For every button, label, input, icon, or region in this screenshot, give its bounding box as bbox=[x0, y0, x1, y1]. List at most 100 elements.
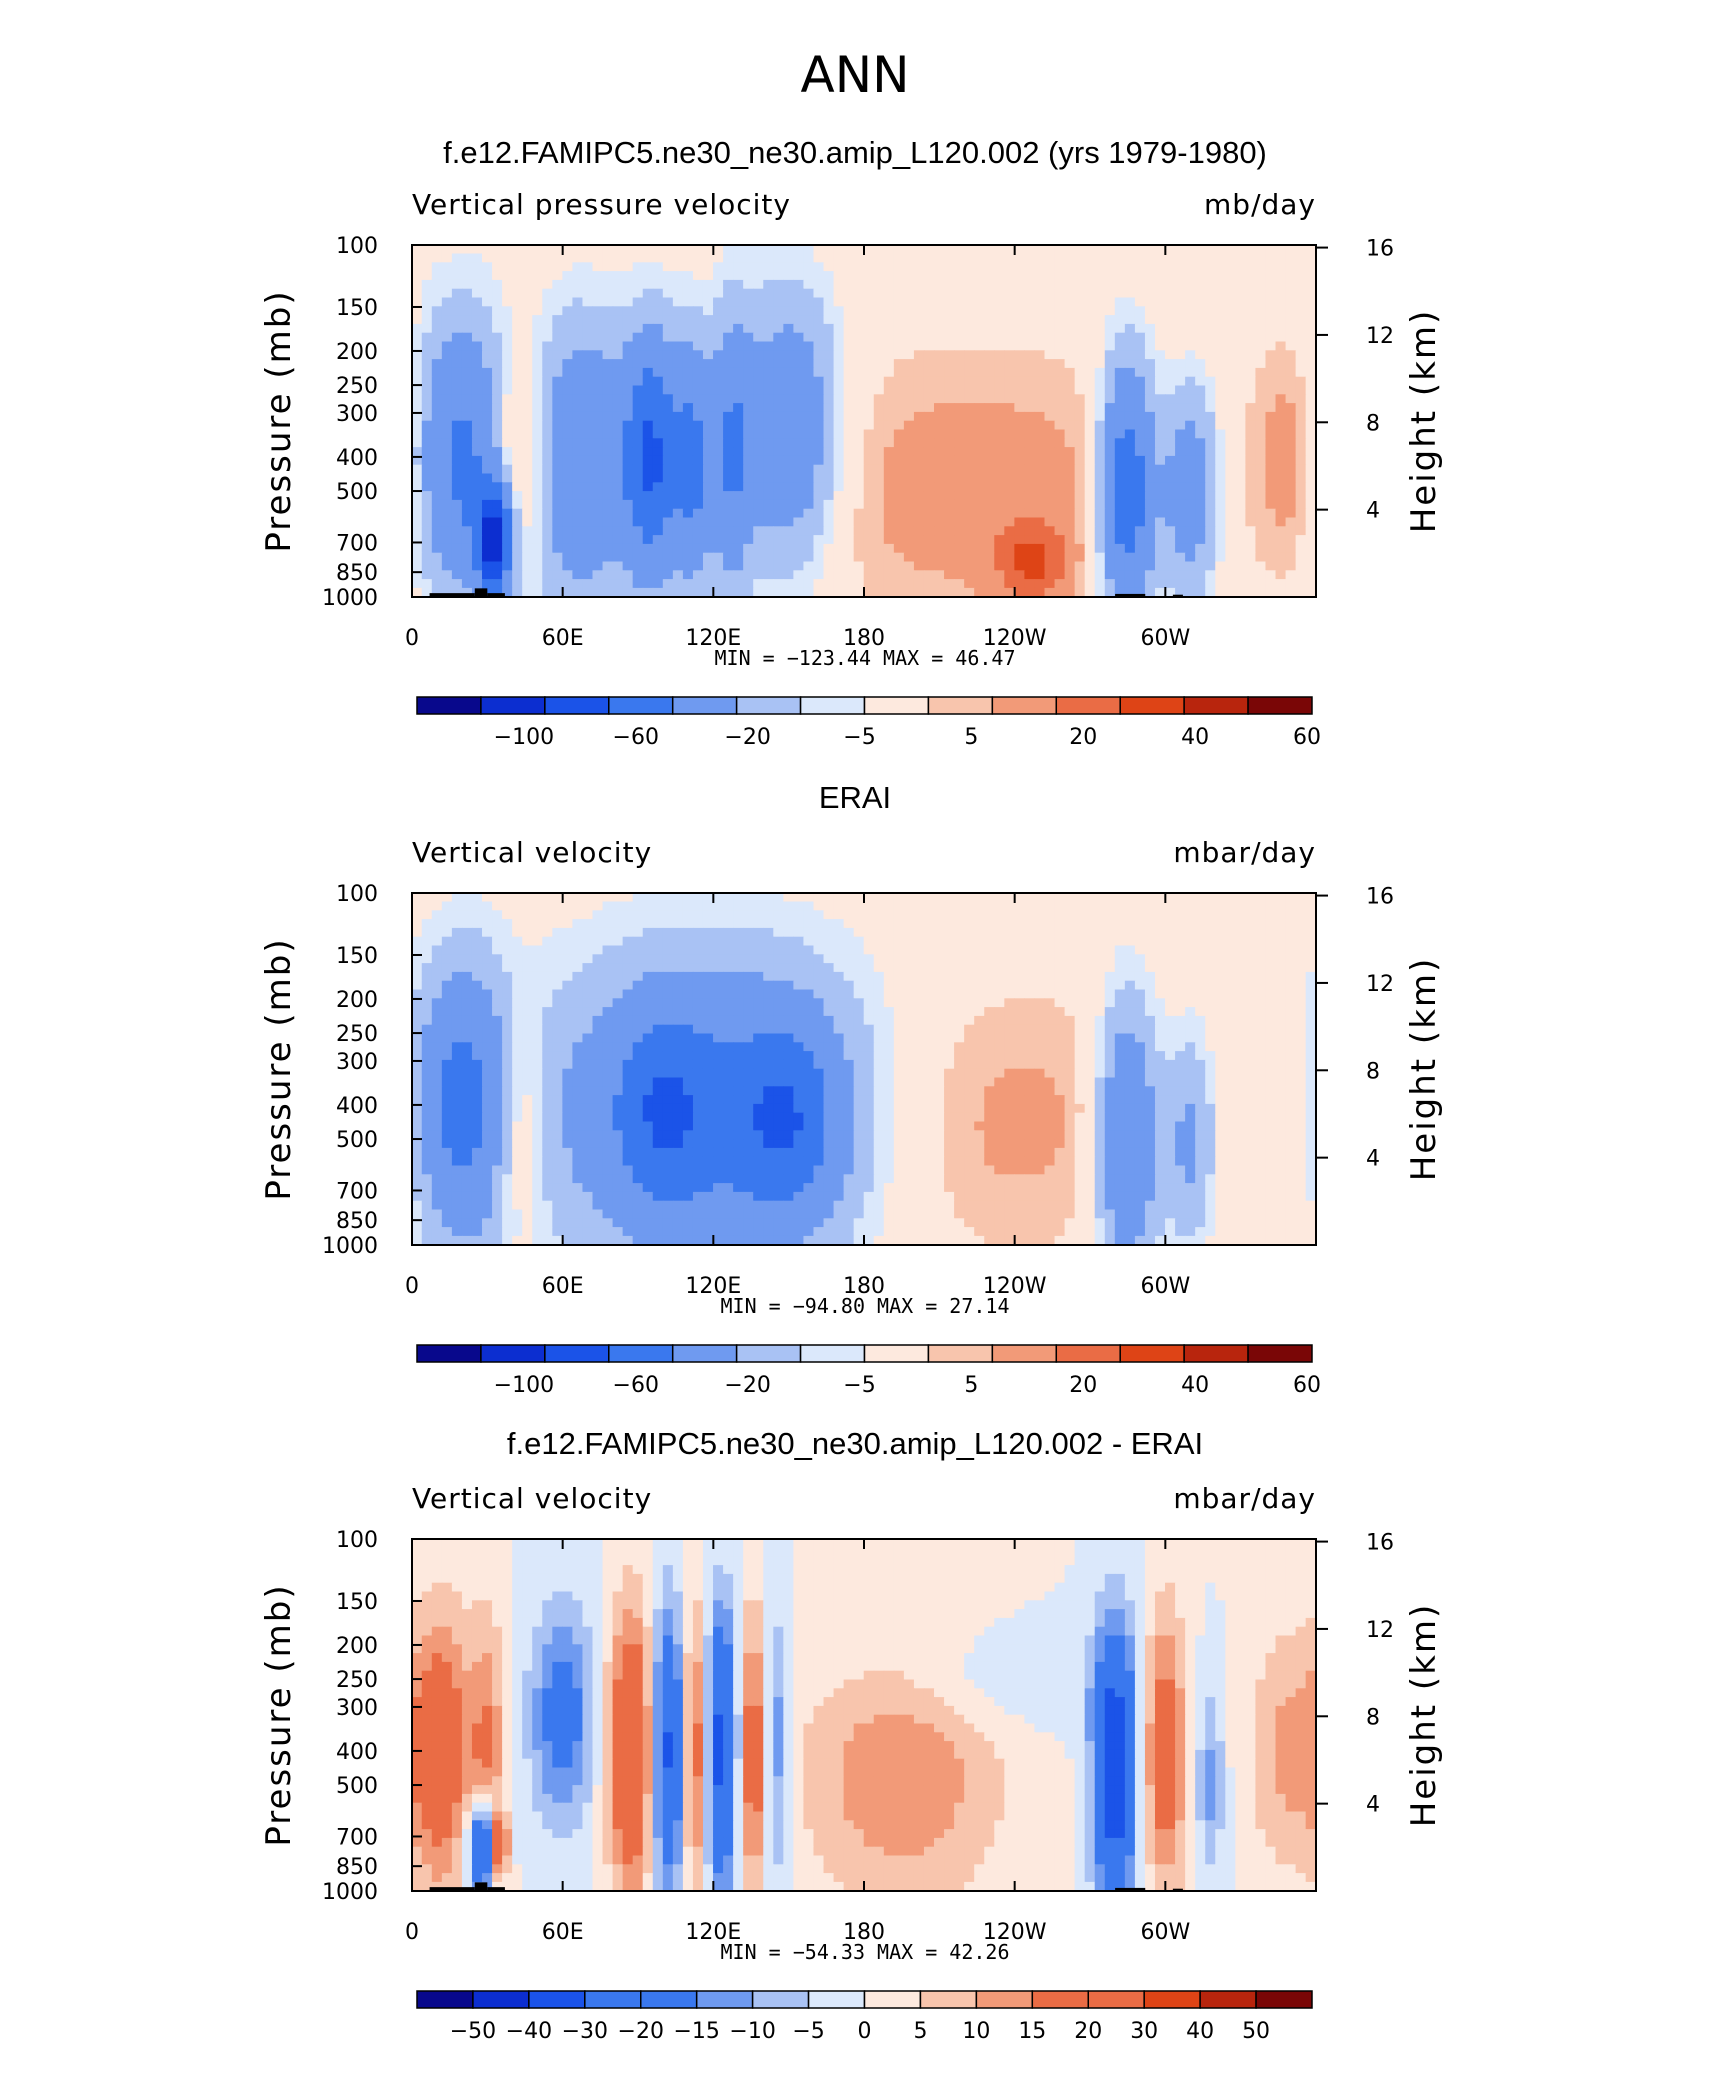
heatmap-cell bbox=[682, 587, 694, 598]
heatmap-cell bbox=[702, 420, 714, 431]
heatmap-cell bbox=[552, 998, 563, 1008]
heatmap-cell bbox=[1124, 385, 1136, 395]
heatmap-cell bbox=[1044, 508, 1056, 519]
heatmap-cell bbox=[964, 376, 975, 387]
heatmap-cell bbox=[1064, 411, 1076, 422]
heatmap-cell bbox=[542, 1007, 553, 1017]
heatmap-cell bbox=[652, 429, 664, 439]
heatmap-cell bbox=[632, 359, 644, 369]
heatmap-cell bbox=[1044, 350, 1056, 360]
heatmap-cell bbox=[542, 455, 553, 466]
heatmap-cell bbox=[652, 315, 664, 325]
heatmap-cell bbox=[823, 244, 835, 255]
heatmap-cell bbox=[1024, 429, 1036, 439]
heatmap-cell bbox=[1245, 403, 1257, 413]
heatmap-cell bbox=[492, 473, 503, 483]
heatmap-cell bbox=[451, 403, 463, 413]
heatmap-cell bbox=[451, 910, 463, 920]
heatmap-cell bbox=[1134, 910, 1146, 920]
heatmap-cell bbox=[763, 517, 774, 527]
heatmap-cell bbox=[954, 963, 965, 973]
heatmap-cell bbox=[934, 376, 945, 387]
heatmap-cell bbox=[1305, 491, 1317, 501]
heatmap-cell bbox=[1285, 561, 1297, 571]
heatmap-cell bbox=[863, 508, 875, 519]
heatmap-cell bbox=[944, 499, 955, 510]
heatmap-cell bbox=[582, 927, 594, 938]
heatmap-cell bbox=[441, 288, 453, 299]
heatmap-cell bbox=[1054, 945, 1066, 955]
heatmap-cell bbox=[1205, 315, 1216, 325]
heatmap-cell bbox=[863, 954, 875, 964]
heatmap-cell bbox=[923, 579, 935, 589]
heatmap-cell bbox=[662, 508, 674, 519]
heatmap-cell bbox=[1225, 998, 1236, 1008]
heatmap-cell bbox=[1195, 332, 1206, 343]
heatmap-cell bbox=[1094, 971, 1106, 982]
heatmap-cell bbox=[642, 367, 654, 378]
heatmap-cell bbox=[642, 927, 654, 938]
heatmap-cell bbox=[1034, 385, 1046, 395]
heatmap-cell bbox=[1245, 315, 1257, 325]
heatmap-cell bbox=[974, 910, 985, 920]
heatmap-cell bbox=[1154, 963, 1166, 973]
heatmap-cell bbox=[813, 455, 825, 466]
heatmap-cell bbox=[913, 306, 925, 316]
heatmap-cell bbox=[713, 1015, 724, 1026]
heatmap-cell bbox=[461, 526, 473, 536]
heatmap-cell bbox=[482, 394, 493, 404]
heatmap-cell bbox=[421, 508, 433, 519]
heatmap-cell bbox=[562, 945, 574, 955]
heatmap-cell bbox=[1275, 464, 1287, 475]
heatmap-cell bbox=[612, 508, 624, 519]
heatmap-cell bbox=[602, 429, 614, 439]
heatmap-cell bbox=[1225, 376, 1236, 387]
heatmap-cell bbox=[753, 253, 764, 263]
heatmap-cell bbox=[562, 980, 574, 991]
heatmap-cell bbox=[562, 464, 574, 475]
heatmap-cell bbox=[682, 552, 694, 563]
heatmap-cell bbox=[592, 954, 604, 964]
heatmap-cell bbox=[1084, 989, 1096, 999]
heatmap-cell bbox=[1064, 420, 1076, 431]
heatmap-cell bbox=[552, 901, 563, 911]
heatmap-cell bbox=[692, 945, 704, 955]
heatmap-cell bbox=[1255, 919, 1267, 929]
heatmap-cell bbox=[1185, 954, 1196, 964]
heatmap-cell bbox=[1295, 367, 1307, 378]
heatmap-cell bbox=[1235, 552, 1246, 563]
heatmap-cell bbox=[713, 262, 724, 272]
heatmap-cell bbox=[672, 438, 684, 448]
heatmap-cell bbox=[1134, 587, 1146, 598]
heatmap-cell bbox=[552, 561, 563, 571]
heatmap-cell bbox=[783, 517, 794, 527]
heatmap-cell bbox=[582, 543, 594, 554]
heatmap-cell bbox=[1205, 927, 1216, 938]
heatmap-cell bbox=[763, 271, 774, 281]
heatmap-cell bbox=[813, 892, 825, 903]
heatmap-cell bbox=[873, 491, 885, 501]
heatmap-cell bbox=[1295, 927, 1307, 938]
heatmap-cell bbox=[1215, 587, 1226, 598]
heatmap-cell bbox=[451, 473, 463, 483]
heatmap-cell bbox=[723, 587, 734, 598]
heatmap-cell bbox=[1305, 262, 1317, 272]
heatmap-cell bbox=[451, 570, 463, 580]
heatmap-cell bbox=[1004, 244, 1015, 255]
panels: f.e12.FAMIPC5.ne30_ne30.amip_L120.002 (y… bbox=[259, 135, 1444, 2044]
heatmap-cell bbox=[1014, 963, 1026, 973]
heatmap-cell bbox=[994, 535, 1005, 545]
heatmap-cell bbox=[1225, 910, 1236, 920]
heatmap-cell bbox=[562, 892, 574, 903]
heatmap-cell bbox=[974, 989, 985, 999]
heatmap-cell bbox=[1124, 403, 1136, 413]
heatmap-cell bbox=[1265, 262, 1277, 272]
heatmap-cell bbox=[1195, 288, 1206, 299]
heatmap-cell bbox=[843, 429, 855, 439]
heatmap-cell bbox=[803, 499, 815, 510]
heatmap-cell bbox=[692, 315, 704, 325]
heatmap-cell bbox=[783, 297, 794, 307]
heatmap-cell bbox=[903, 989, 915, 999]
heatmap-cell bbox=[471, 279, 483, 290]
